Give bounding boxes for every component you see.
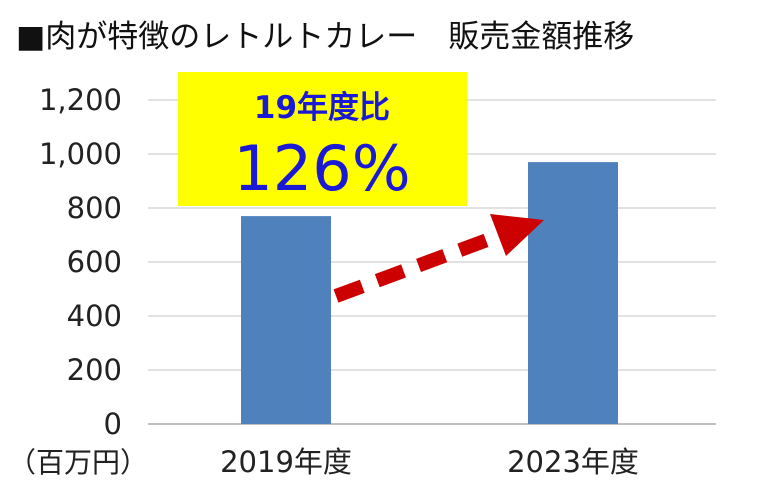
y-tick-label: 800 [67,191,122,225]
bars [241,162,618,424]
y-tick-label: 0 [104,407,122,441]
y-tick-label: 400 [67,299,122,333]
y-tick-label: 1,000 [39,137,122,171]
bar-1 [241,216,331,424]
growth-callout: 19年度比 126% [178,72,467,206]
x-category-label: 2023年度 [507,445,639,479]
callout-percentage: 126% [233,132,410,205]
y-axis-tick-labels: 0 200 400 600 800 1,000 1,200 [39,83,122,441]
growth-arrow [333,214,544,303]
growth-arrow-shaft [333,229,501,303]
y-tick-label: 200 [67,353,122,387]
callout-box [178,72,467,206]
y-tick-label: 1,200 [39,83,122,117]
x-axis-category-labels: 2019年度 2023年度 [220,445,639,479]
callout-label: 19年度比 [254,90,390,126]
bar-2 [528,162,618,424]
growth-arrow-head [490,214,544,256]
y-axis-unit-label: （百万円） [8,446,148,479]
y-tick-label: 600 [67,245,122,279]
x-category-label: 2019年度 [220,445,352,479]
chart-title: ■肉が特徴のレトルトカレー 販売金額推移 [16,19,634,55]
